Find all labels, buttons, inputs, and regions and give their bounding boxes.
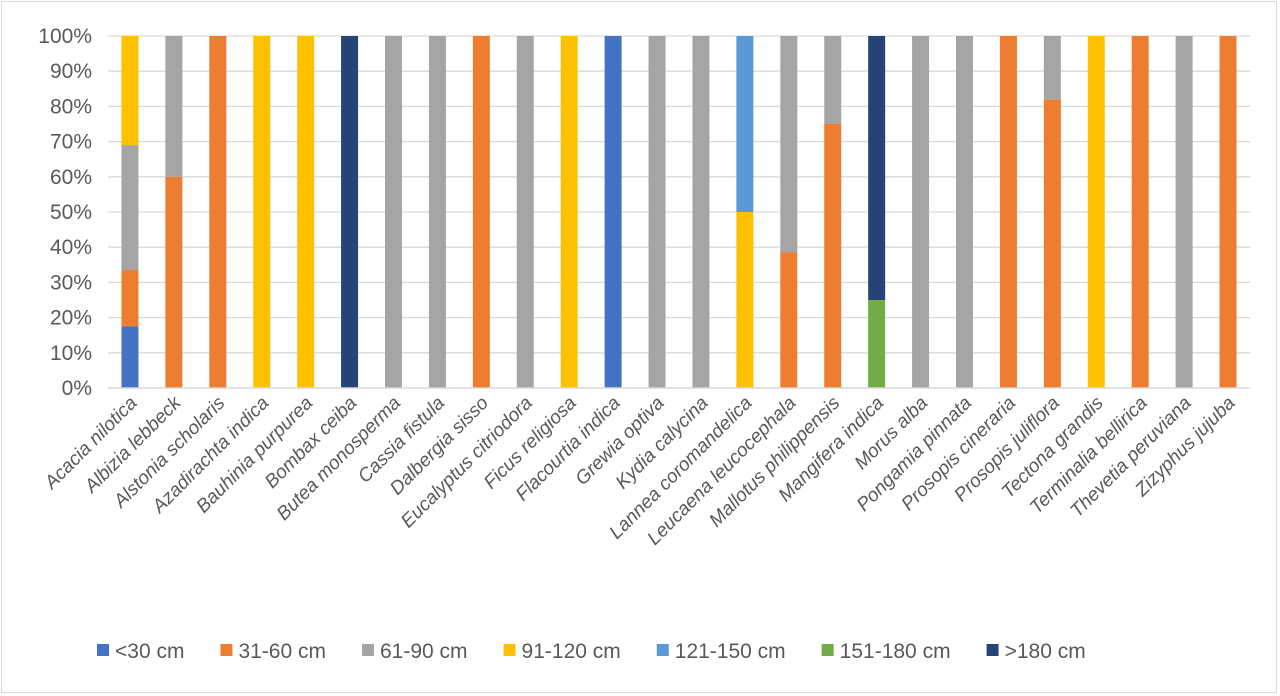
bar-segment [297, 36, 315, 388]
bar-segment [956, 36, 973, 388]
legend-item: 91-120 cm [503, 640, 621, 663]
y-tick-label: 60% [50, 166, 92, 189]
y-axis-tick-labels: 0% 10% 20% 30% 40% 50% 60% 70% 80% 90% 100% [38, 25, 92, 400]
bar-segment [692, 36, 710, 388]
y-tick-label: 80% [50, 95, 92, 118]
bar-segment [165, 36, 183, 177]
bar-segment [516, 36, 534, 388]
legend-label: 31-60 cm [238, 640, 326, 663]
bar-segment [736, 212, 754, 388]
bar-segment [121, 326, 139, 388]
legend-swatch [97, 644, 109, 656]
bar-segment [736, 36, 754, 212]
bar-segment [999, 36, 1017, 388]
legend-item: 61-90 cm [362, 640, 468, 663]
y-tick-label: 70% [50, 131, 92, 154]
legend-label: >180 cm [1005, 640, 1086, 663]
y-tick-label: 30% [50, 271, 92, 294]
bar-segment [868, 300, 886, 388]
bar-segment [1043, 99, 1061, 389]
legend-swatch [362, 644, 374, 656]
bar-segment [1087, 36, 1105, 388]
bar-segment [560, 36, 578, 388]
legend-label: <30 cm [115, 640, 184, 663]
y-tick-label: 90% [50, 60, 92, 83]
y-tick-label: 10% [50, 342, 92, 365]
legend-swatch [220, 644, 233, 656]
gridlines [108, 35, 1250, 354]
bar-segment [824, 124, 842, 388]
bar-segment [209, 36, 227, 388]
legend-swatch [821, 644, 834, 656]
bar-segment [780, 36, 798, 253]
y-tick-label: 20% [50, 307, 92, 330]
legend-label: 61-90 cm [380, 640, 468, 663]
legend-label: 151-180 cm [840, 640, 951, 663]
bar-segment [1043, 36, 1061, 100]
bar-segment [253, 36, 271, 388]
bar-segment [824, 36, 842, 124]
bar-segment [428, 36, 446, 388]
legend-item: 121-150 cm [656, 640, 786, 663]
bar-segment [121, 145, 139, 271]
bar-segment [385, 36, 402, 388]
legend-item: 151-180 cm [821, 640, 951, 663]
legend-label: 91-120 cm [522, 640, 621, 663]
bar-segment [121, 270, 139, 327]
bar-segment [341, 36, 359, 388]
bar-segment [648, 36, 666, 388]
legend-swatch [656, 644, 669, 656]
legend-item: >180 cm [986, 640, 1086, 663]
bar-segment [912, 36, 930, 388]
bar-segment [1131, 36, 1149, 388]
bar-segment [604, 36, 622, 388]
bar-segment [780, 252, 798, 388]
legend: <30 cm 31-60 cm 61-90 cm 91-120 cm 121-150 c… [97, 640, 1086, 663]
bar-segment [165, 176, 183, 388]
bar-segment [472, 36, 490, 388]
legend-swatch [986, 644, 999, 656]
legend-swatch [503, 644, 516, 656]
bar-segment [121, 36, 139, 146]
y-tick-label: 0% [62, 377, 92, 400]
bar-segment [1175, 36, 1193, 388]
legend-item: 31-60 cm [220, 640, 326, 663]
legend-label: 121-150 cm [675, 640, 786, 663]
y-tick-label: 40% [50, 236, 92, 259]
y-tick-label: 100% [38, 25, 92, 48]
bar-segment [868, 36, 886, 300]
legend-item: <30 cm [97, 640, 184, 663]
bars [121, 36, 1237, 389]
y-tick-label: 50% [50, 201, 92, 224]
bar-segment [1219, 36, 1237, 388]
